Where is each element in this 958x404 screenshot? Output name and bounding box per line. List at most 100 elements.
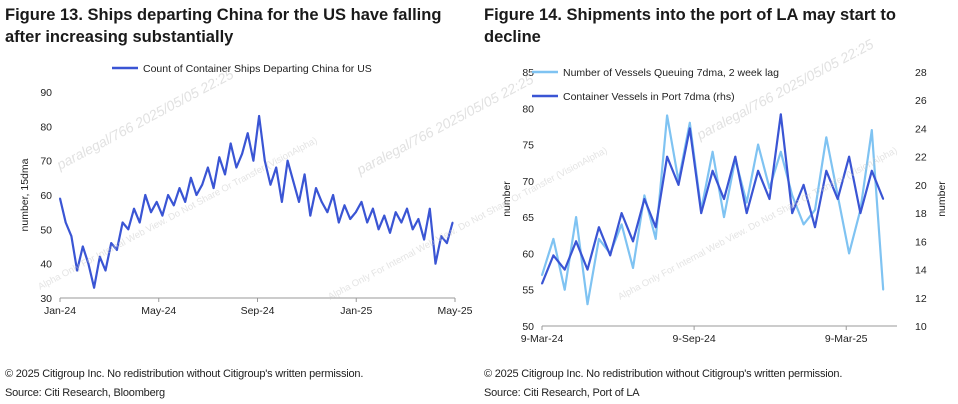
- data-point: [337, 221, 340, 224]
- y-tick-label: 80: [40, 121, 52, 133]
- data-point: [757, 143, 759, 146]
- data-point: [870, 129, 873, 131]
- data-point: [70, 235, 73, 238]
- data-point: [167, 194, 169, 196]
- data-point: [303, 173, 306, 176]
- data-point: [541, 282, 543, 285]
- x-tick-label: Sep-24: [241, 305, 275, 317]
- data-point: [178, 187, 181, 190]
- data-point: [654, 238, 657, 240]
- data-point: [59, 197, 61, 200]
- y-tick-label: 55: [522, 285, 534, 297]
- data-point: [802, 223, 805, 226]
- data-point: [643, 194, 646, 197]
- legend-label: Count of Container Ships Departing China…: [143, 63, 372, 75]
- y-tick-label: 50: [40, 224, 52, 236]
- data-point: [632, 267, 634, 269]
- data-point: [64, 221, 67, 224]
- figure-13-panel: Figure 13. Ships departing China for the…: [0, 0, 478, 404]
- y-tick-label: 90: [40, 87, 52, 99]
- data-point: [723, 198, 725, 200]
- data-point: [184, 200, 187, 203]
- data-point: [688, 121, 691, 124]
- data-point: [423, 238, 426, 241]
- data-point: [428, 207, 431, 210]
- data-point: [575, 216, 578, 219]
- y2-tick-label: 28: [915, 67, 927, 79]
- data-point: [326, 211, 329, 214]
- data-point: [383, 214, 386, 217]
- series-line-0: [540, 114, 885, 306]
- legend-label: Container Vessels in Port 7dma (rhs): [563, 91, 735, 103]
- data-point: [286, 159, 289, 162]
- data-point: [360, 200, 363, 203]
- data-point: [825, 136, 828, 139]
- data-point: [723, 216, 725, 219]
- y-tick-label: 75: [522, 140, 534, 152]
- data-point: [632, 240, 634, 243]
- data-point: [411, 228, 414, 231]
- data-point: [309, 214, 312, 217]
- data-point: [882, 288, 885, 291]
- data-point: [93, 286, 96, 289]
- data-point: [400, 221, 403, 224]
- data-point: [779, 113, 782, 116]
- data-point: [258, 115, 261, 117]
- data-point: [711, 169, 714, 172]
- data-point: [161, 214, 164, 217]
- data-point: [292, 180, 295, 183]
- data-point: [814, 208, 816, 211]
- x-tick-label: 9-Mar-25: [825, 333, 868, 345]
- data-point: [218, 156, 221, 159]
- data-point: [757, 169, 759, 172]
- y2-tick-label: 10: [915, 321, 927, 333]
- data-point: [882, 198, 885, 200]
- data-point: [229, 142, 232, 145]
- data-point: [252, 159, 255, 162]
- data-point: [195, 194, 198, 196]
- data-point: [609, 254, 612, 257]
- data-point: [620, 223, 623, 226]
- data-point: [377, 228, 380, 231]
- data-point: [224, 173, 226, 176]
- data-point: [870, 169, 873, 172]
- data-point: [389, 231, 391, 234]
- data-point: [76, 269, 78, 272]
- data-point: [212, 187, 215, 190]
- y2-tick-label: 22: [915, 152, 927, 164]
- data-point: [246, 132, 249, 135]
- series-line-1: [540, 113, 885, 285]
- data-point: [563, 288, 566, 291]
- data-point: [138, 221, 141, 224]
- y2-tick-label: 18: [915, 208, 927, 220]
- data-point: [586, 303, 589, 306]
- data-point: [802, 183, 805, 186]
- data-point: [552, 238, 555, 240]
- y-tick-label: 30: [40, 293, 52, 305]
- data-point: [848, 252, 850, 255]
- x-tick-label: Jan-25: [340, 305, 372, 317]
- x-tick-label: 9-Sep-24: [673, 333, 716, 345]
- data-point: [144, 194, 147, 196]
- legend-label: Number of Vessels Queuing 7dma, 2 week l…: [563, 67, 779, 79]
- y-tick-label: 40: [40, 259, 52, 271]
- figure-14-chart: 50 55 60 65 70 75 80 85 10 12 14 16 18 20 22 24 26 28 9-Ma…: [501, 67, 948, 345]
- data-point: [121, 221, 124, 224]
- data-point: [434, 262, 437, 265]
- data-point: [241, 152, 243, 155]
- data-point: [597, 238, 600, 240]
- data-point: [155, 200, 158, 203]
- y-tick-label: 70: [522, 176, 534, 188]
- y2-tick-label: 26: [915, 95, 927, 107]
- data-point: [110, 242, 113, 244]
- data-point: [263, 159, 266, 162]
- x-tick-label: May-24: [141, 305, 176, 317]
- x-tick-label: 9-Mar-24: [521, 333, 564, 345]
- data-point: [269, 183, 272, 186]
- y2-tick-label: 16: [915, 236, 927, 248]
- data-point: [666, 155, 669, 158]
- data-point: [133, 207, 135, 210]
- y-tick-label: 85: [522, 67, 534, 79]
- figure-14-copyright: © 2025 Citigroup Inc. No redistribution …: [484, 368, 843, 380]
- data-point: [859, 212, 862, 215]
